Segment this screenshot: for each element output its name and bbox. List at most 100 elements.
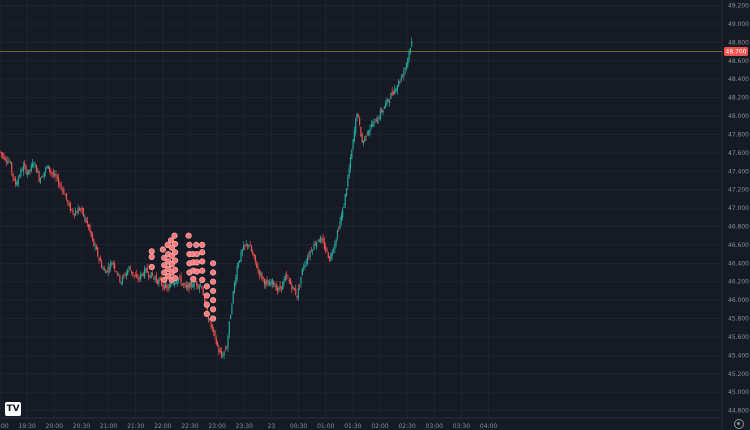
trade-marker[interactable] (171, 249, 179, 256)
candle-body (73, 213, 75, 216)
candle-body (296, 295, 298, 298)
price-axis[interactable]: 49.200 49.000 48.800 48.600 48.400 48.200 48.0… (728, 3, 749, 415)
candle-body (271, 279, 273, 285)
candle-body (170, 283, 172, 287)
trade-marker[interactable] (148, 263, 155, 271)
trade-marker[interactable] (209, 278, 217, 285)
trade-marker[interactable] (209, 287, 217, 295)
candle-body (133, 275, 135, 276)
candle-body (141, 273, 143, 275)
candle-body (224, 349, 226, 350)
price-tick-label: 47.400 (728, 168, 749, 175)
candle-body (254, 254, 256, 262)
candle-body (278, 287, 280, 291)
candle-body (104, 271, 107, 273)
trade-marker[interactable] (161, 269, 168, 276)
price-tick-label: 49.000 (728, 21, 749, 28)
trade-marker[interactable] (209, 315, 217, 322)
trade-marker[interactable] (186, 241, 193, 249)
trade-marker[interactable] (171, 257, 179, 264)
trade-marker[interactable] (199, 258, 206, 265)
time-tick-label: 23:00 (208, 423, 225, 430)
candle-body (360, 126, 362, 137)
trade-marker[interactable] (193, 268, 200, 275)
trade-marker[interactable] (199, 267, 206, 274)
trade-marker[interactable] (171, 240, 179, 248)
candle-body (41, 176, 43, 178)
tradingview-logo[interactable]: TV (5, 402, 21, 416)
candle-body (232, 291, 234, 303)
candle-body (317, 239, 319, 241)
candle-body (115, 270, 117, 272)
trade-marker[interactable] (171, 232, 178, 239)
trade-marker[interactable] (165, 273, 172, 280)
trade-marker[interactable] (165, 265, 172, 272)
trade-marker[interactable] (193, 259, 200, 266)
candle-body (352, 139, 354, 150)
price-tick-label: 48.800 (728, 39, 749, 46)
price-tick-label: 45.400 (728, 352, 749, 359)
trade-marker[interactable] (159, 246, 166, 253)
time-tick-label: 22:00 (154, 423, 171, 430)
candle-body (202, 289, 204, 296)
trade-marker[interactable] (203, 310, 210, 318)
time-axis[interactable]: 19:00 19:30 20:00 20:30 21:00 21:30 22:00 22:30… (0, 423, 497, 430)
candle-body (207, 316, 210, 321)
price-tick-label: 46.400 (728, 260, 749, 267)
candle-body (284, 276, 286, 281)
trade-marker[interactable] (193, 241, 200, 249)
price-tick-label: 48.200 (728, 95, 749, 102)
candle-body (60, 185, 62, 188)
candle-body (390, 93, 392, 99)
candle-body (362, 141, 365, 144)
trade-marker[interactable] (161, 276, 168, 283)
candle-body (213, 329, 215, 332)
trade-marker[interactable] (167, 237, 175, 244)
candle-body (249, 245, 251, 246)
candle-body (280, 286, 283, 289)
trade-marker[interactable] (199, 276, 206, 283)
trade-marker[interactable] (199, 241, 206, 249)
candle-body (356, 113, 358, 119)
candle-body (282, 281, 284, 290)
trade-marker[interactable] (161, 254, 168, 261)
trade-marker[interactable] (185, 232, 192, 239)
candle-body (91, 234, 94, 240)
candle-body (394, 88, 396, 94)
trade-marker[interactable] (209, 269, 217, 276)
candle-body (17, 178, 19, 185)
candle-body (253, 253, 255, 257)
trade-marker[interactable] (193, 251, 200, 258)
trade-marker[interactable] (148, 253, 155, 260)
candle-body (38, 171, 40, 181)
candle-body (63, 189, 65, 194)
candle-body (286, 275, 288, 276)
candle-body (127, 270, 129, 275)
trade-marker[interactable] (161, 262, 168, 269)
candle-body (107, 266, 109, 273)
trade-marker[interactable] (171, 274, 179, 282)
trade-marker[interactable] (203, 301, 210, 308)
candle-body (13, 178, 15, 180)
candle-body (283, 279, 285, 284)
trade-marker[interactable] (209, 306, 217, 313)
trade-marker[interactable] (199, 249, 206, 256)
candle-body (95, 246, 98, 250)
trade-marker[interactable] (203, 292, 210, 299)
trade-marker[interactable] (203, 283, 210, 290)
trade-marker[interactable] (148, 248, 155, 255)
candle-body (151, 273, 154, 276)
trade-marker[interactable] (209, 260, 217, 267)
gear-icon[interactable] (734, 419, 744, 429)
trade-marker[interactable] (209, 297, 217, 304)
candle-body (64, 195, 66, 196)
trade-marker[interactable] (190, 275, 197, 283)
candle-body (228, 321, 230, 335)
trade-marker[interactable] (171, 266, 179, 273)
candle-body (16, 182, 18, 186)
candle-body (395, 89, 397, 91)
candle-body (240, 251, 242, 262)
candle-body (386, 99, 388, 104)
